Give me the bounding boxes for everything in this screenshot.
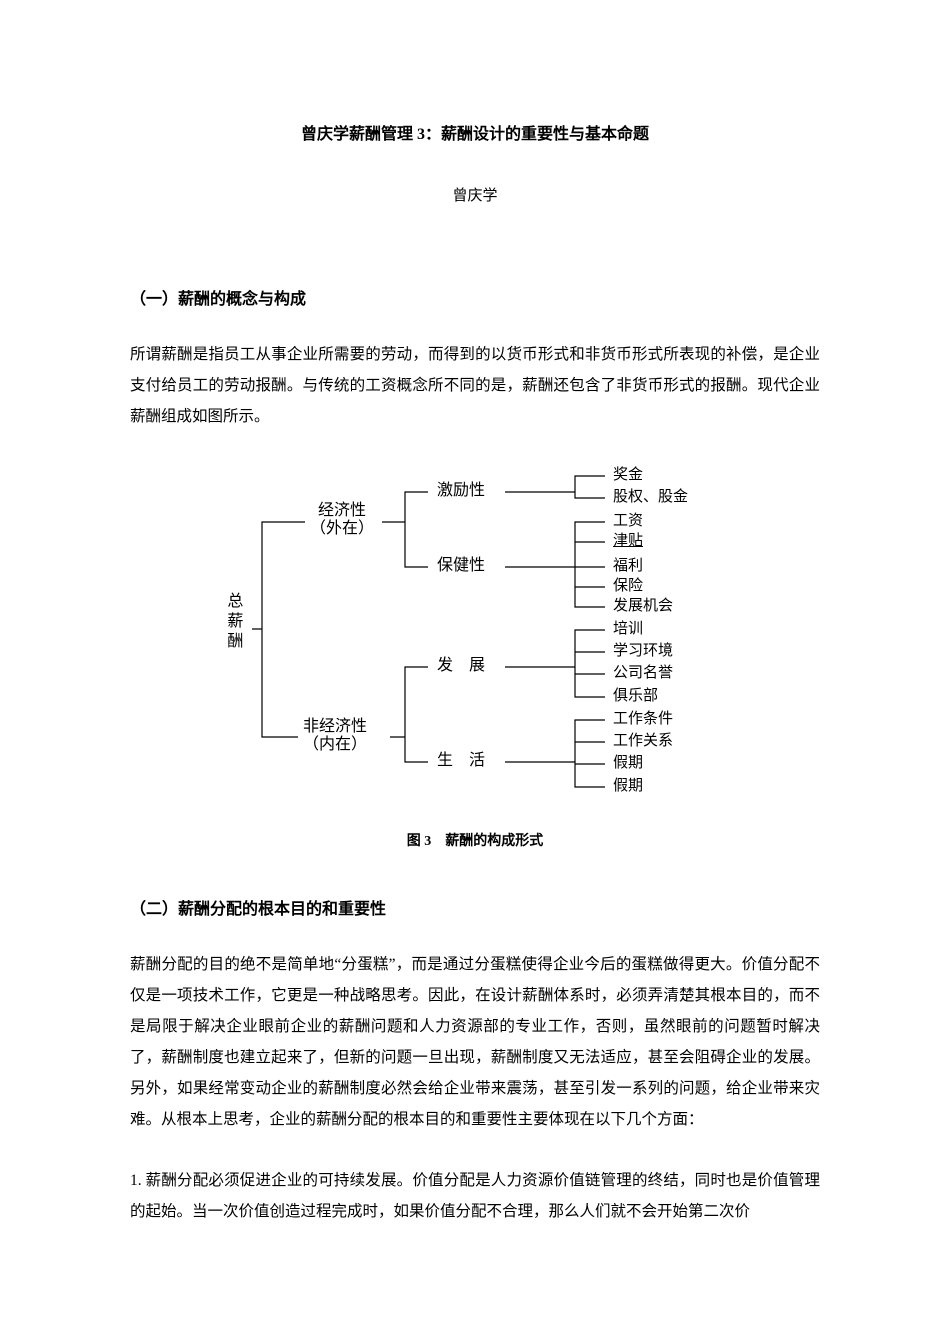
leaf-bonus: 奖金 bbox=[613, 467, 643, 484]
leaf-learning: 学习环境 bbox=[613, 643, 673, 660]
compensation-tree-diagram: 总薪酬 经济性 （外在） 非经济性 （内在） 激励性 保健性 发 展 生 活 奖… bbox=[175, 462, 775, 812]
tree-l2-development: 发 展 bbox=[437, 657, 485, 675]
leaf-insurance: 保险 bbox=[613, 578, 643, 595]
section-1-heading: （一）薪酬的概念与构成 bbox=[130, 285, 820, 309]
leaf-relations: 工作关系 bbox=[613, 733, 673, 750]
author-name: 曾庆学 bbox=[130, 184, 820, 205]
document-page: 曾庆学薪酬管理 3：薪酬设计的重要性与基本命题 曾庆学 （一）薪酬的概念与构成 … bbox=[0, 0, 950, 1317]
tree-l1-noneconomic-sub: （内在） bbox=[303, 736, 367, 753]
section-2-heading: （二）薪酬分配的根本目的和重要性 bbox=[130, 895, 820, 919]
leaf-club: 俱乐部 bbox=[613, 688, 658, 705]
tree-l2-life: 生 活 bbox=[437, 752, 485, 770]
tree-l1-noneconomic: 非经济性 （内在） bbox=[303, 718, 367, 755]
leaf-allowance: 津贴 bbox=[613, 533, 643, 550]
tree-l2-hygiene: 保健性 bbox=[437, 557, 485, 575]
tree-l1-economic-label: 经济性 bbox=[318, 502, 366, 519]
leaf-conditions: 工作条件 bbox=[613, 711, 673, 728]
page-title: 曾庆学薪酬管理 3：薪酬设计的重要性与基本命题 bbox=[130, 120, 820, 144]
section-2-paragraph-2: 1. 薪酬分配必须促进企业的可持续发展。价值分配是人力资源价值链管理的终结，同时… bbox=[130, 1165, 820, 1227]
tree-l1-economic: 经济性 （外在） bbox=[310, 502, 374, 539]
section-2-paragraph-1: 薪酬分配的目的绝不是简单地“分蛋糕”，而是通过分蛋糕使得企业今后的蛋糕做得更大。… bbox=[130, 949, 820, 1135]
section-1-paragraph: 所谓薪酬是指员工从事企业所需要的劳动，而得到的以货币形式和非货币形式所表现的补偿… bbox=[130, 339, 820, 432]
figure-caption: 图 3 薪酬的构成形式 bbox=[130, 830, 820, 850]
tree-l1-economic-sub: （外在） bbox=[310, 520, 374, 537]
tree-l2-incentive: 激励性 bbox=[437, 482, 485, 500]
tree-l1-noneconomic-label: 非经济性 bbox=[303, 718, 367, 735]
leaf-salary: 工资 bbox=[613, 513, 643, 530]
leaf-training: 培训 bbox=[613, 621, 643, 638]
leaf-vacation: 假期 bbox=[613, 755, 643, 772]
tree-root: 总薪酬 bbox=[223, 592, 241, 652]
leaf-vacation2: 假期 bbox=[613, 778, 643, 795]
leaf-reputation: 公司名誉 bbox=[613, 665, 673, 682]
leaf-equity: 股权、股金 bbox=[613, 489, 688, 506]
leaf-welfare: 福利 bbox=[613, 558, 643, 575]
leaf-opportunity: 发展机会 bbox=[613, 598, 673, 615]
